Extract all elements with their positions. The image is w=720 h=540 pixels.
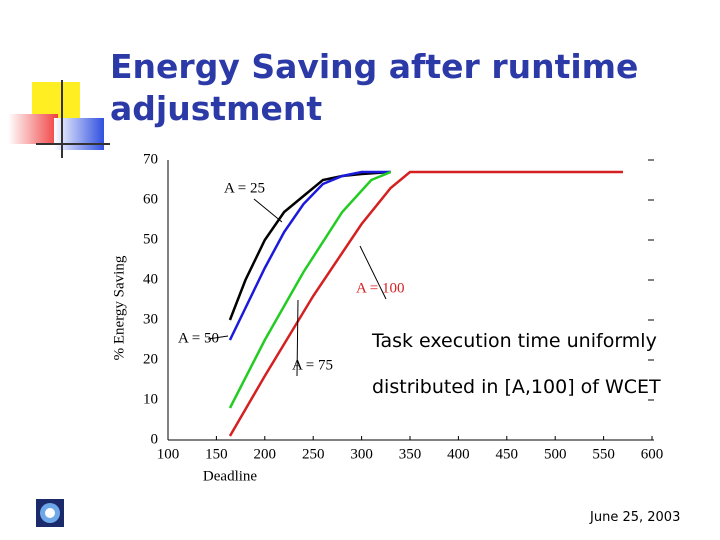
x-tick-label: 600 — [641, 446, 664, 462]
decoration — [8, 80, 110, 158]
line — [228, 170, 623, 437]
y-tick-label: 0 — [151, 431, 159, 447]
annotation: distributed in [A,100] of WCET — [372, 376, 712, 398]
line — [228, 170, 392, 409]
series-label: A = 25 — [224, 180, 265, 196]
x-tick-label: 300 — [350, 446, 373, 462]
y-tick-label: 30 — [143, 311, 158, 327]
leader — [207, 335, 229, 340]
y-tick-label: 10 — [143, 391, 158, 407]
slide-title: Energy Saving after runtime adjustment — [110, 47, 639, 128]
x-tick-label: 350 — [399, 446, 422, 462]
series-label: A = 100 — [356, 280, 404, 296]
y-tick-label: 60 — [143, 191, 158, 207]
series-label: A = 50 — [178, 330, 219, 346]
line — [228, 170, 391, 341]
logo — [36, 499, 64, 527]
x-tick-label: 550 — [592, 446, 615, 462]
y-tick-label: 40 — [143, 271, 158, 287]
line — [228, 170, 391, 321]
x-tick-label: 100 — [157, 446, 180, 462]
y-tick-label: 50 — [143, 231, 158, 247]
x-tick-label: 200 — [254, 446, 277, 462]
annotation: Task execution time uniformly — [372, 330, 712, 352]
series-label: A = 75 — [292, 357, 333, 373]
x-tick-label: 150 — [205, 446, 228, 462]
x-axis-label: Deadline — [203, 468, 257, 484]
y-tick-label: 20 — [143, 351, 158, 367]
x-tick-label: 250 — [302, 446, 325, 462]
leader — [359, 245, 387, 300]
x-tick-label: 450 — [496, 446, 519, 462]
leader — [296, 299, 299, 377]
leader — [253, 198, 283, 223]
y-axis-label: % Energy Saving — [111, 255, 127, 360]
y-tick-label: 70 — [143, 151, 158, 167]
x-tick-label: 500 — [544, 446, 567, 462]
footer-date: June 25, 2003 — [590, 510, 681, 525]
x-tick-label: 400 — [447, 446, 470, 462]
